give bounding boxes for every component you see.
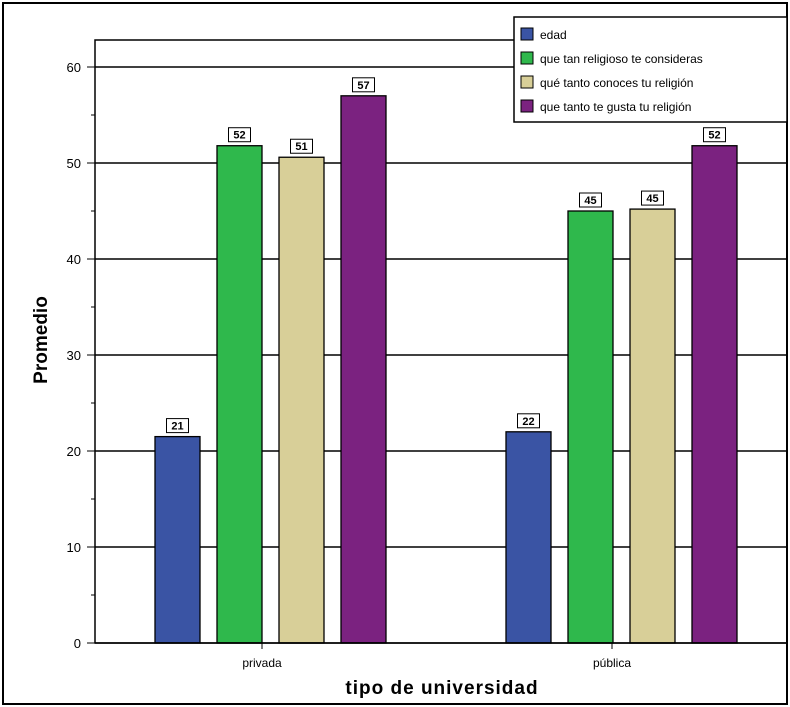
legend-swatch (520, 75, 534, 89)
bar-1-1 (567, 210, 614, 644)
bar-1-0 (505, 431, 552, 644)
data-label-box (166, 418, 189, 434)
data-label-box (352, 77, 375, 93)
data-label-box (703, 127, 726, 143)
y-tick-label: 0 (74, 636, 81, 651)
data-label: 52 (708, 130, 720, 142)
y-tick-label: 20 (67, 444, 81, 459)
bar-1-2 (629, 208, 676, 644)
y-axis-title: Promedio (31, 296, 52, 384)
legend-label: que tanto te gusta tu religión (540, 100, 691, 114)
bar-1-3 (691, 145, 738, 644)
y-tick-label: 60 (67, 60, 81, 75)
data-label-box (641, 190, 664, 206)
data-label: 22 (522, 416, 534, 428)
y-axis: 0 10 20 30 40 50 60 (67, 60, 95, 651)
data-label-box (228, 127, 251, 143)
legend: edad que tan religioso te consideras qué t… (513, 16, 788, 123)
plot-frame (94, 39, 788, 644)
legend-swatch (520, 27, 534, 41)
x-axis-title: tipo de universidad (345, 678, 538, 699)
legend-swatch (520, 51, 534, 65)
legend-swatch (520, 99, 534, 113)
data-label: 45 (646, 193, 658, 205)
legend-label: que tan religioso te consideras (540, 52, 703, 66)
y-tick-label: 40 (67, 252, 81, 267)
bar-0-2 (278, 156, 325, 644)
x-axis: privada pública (95, 642, 787, 670)
data-label: 51 (295, 141, 307, 153)
legend-box (513, 16, 788, 123)
legend-label: edad (540, 28, 567, 42)
bar-0-1 (216, 145, 263, 644)
legend-label: qué tanto conoces tu religión (540, 76, 693, 90)
data-label: 21 (171, 421, 183, 433)
data-label: 45 (584, 195, 596, 207)
x-tick-label: pública (593, 656, 631, 670)
data-label: 52 (233, 130, 245, 142)
data-label-box (290, 138, 313, 154)
data-label: 57 (357, 80, 369, 92)
data-label-box (517, 413, 540, 429)
bar-0-0 (154, 435, 201, 644)
y-tick-label: 50 (67, 156, 81, 171)
y-tick-label: 10 (67, 540, 81, 555)
x-tick-label: privada (242, 656, 282, 670)
bars: 21 52 51 57 22 45 45 52 (154, 77, 738, 644)
bar-0-3 (340, 95, 387, 644)
y-tick-label: 30 (67, 348, 81, 363)
data-label-box (579, 192, 602, 208)
